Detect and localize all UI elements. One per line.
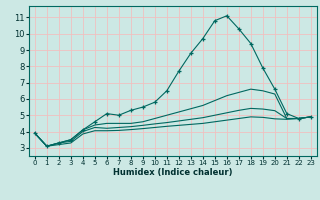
X-axis label: Humidex (Indice chaleur): Humidex (Indice chaleur)	[113, 168, 233, 177]
